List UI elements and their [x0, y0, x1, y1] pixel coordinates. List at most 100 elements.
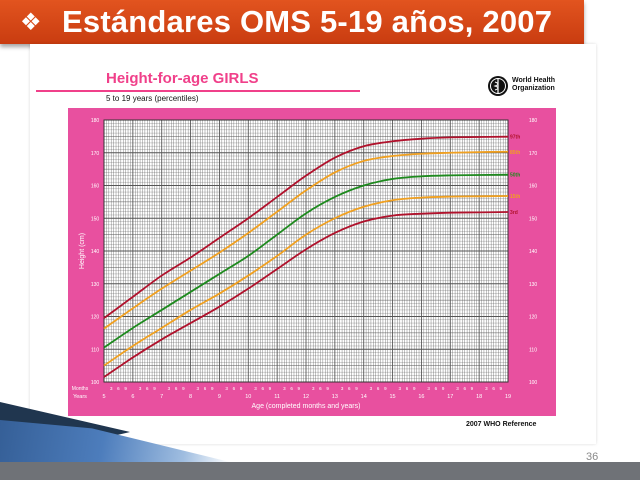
x-tick-label-month: 6 — [492, 386, 495, 391]
y-tick-label-right: 180 — [529, 118, 538, 124]
x-tick-label-month: 3 — [312, 386, 315, 391]
slide-title-bar: ❖ Estándares OMS 5-19 años, 2007 — [0, 0, 584, 44]
x-tick-label-month: 6 — [290, 386, 293, 391]
months-row-label: Months — [72, 386, 89, 392]
x-tick-label-month: 6 — [348, 386, 351, 391]
title-underline — [36, 90, 360, 92]
x-tick-label-month: 9 — [355, 386, 358, 391]
x-tick-label-month: 9 — [298, 386, 301, 391]
y-tick-label-right: 120 — [529, 315, 538, 321]
series-line-15th — [103, 195, 509, 367]
y-tick-label-right: 160 — [529, 184, 538, 190]
y-tick-label-right: 170 — [529, 151, 538, 157]
chart-subtitle: 5 to 19 years (percentiles) — [106, 94, 199, 103]
y-tick-label-right: 100 — [529, 380, 538, 386]
who-organization-name: World Health Organization — [512, 77, 556, 92]
y-tick-label-left: 100 — [91, 380, 100, 386]
chart-reference: 2007 WHO Reference — [466, 421, 537, 428]
y-tick-label-left: 110 — [91, 347, 99, 353]
x-tick-label-month: 9 — [442, 386, 445, 391]
x-tick-label-month: 9 — [240, 386, 243, 391]
y-tick-label-left: 160 — [91, 184, 100, 190]
x-tick-label-year: 12 — [303, 394, 309, 400]
series-line-50th — [103, 173, 509, 349]
x-tick-label-month: 6 — [146, 386, 149, 391]
x-tick-label-month: 6 — [377, 386, 380, 391]
x-tick-label-month: 9 — [269, 386, 272, 391]
y-tick-label-right: 110 — [529, 347, 537, 353]
x-tick-label-month: 9 — [384, 386, 387, 391]
y-tick-label-left: 180 — [91, 118, 100, 124]
page-number: 36 — [586, 451, 599, 463]
chart-title: Height-for-age GIRLS — [106, 70, 259, 87]
y-tick-label-left: 130 — [91, 282, 100, 288]
x-tick-label-month: 6 — [233, 386, 236, 391]
x-tick-label-month: 6 — [261, 386, 264, 391]
y-tick-label-left: 170 — [91, 151, 100, 157]
x-tick-label-year: 7 — [160, 394, 163, 400]
series-label-3rd: 3rd — [510, 210, 518, 216]
x-tick-label-month: 3 — [139, 386, 142, 391]
x-tick-label-year: 14 — [361, 394, 367, 400]
series-line-97th — [103, 135, 509, 319]
series-label-97th: 97th — [510, 135, 520, 141]
y-tick-label-right: 130 — [529, 282, 538, 288]
x-tick-label-month: 6 — [463, 386, 466, 391]
x-tick-label-month: 3 — [370, 386, 373, 391]
x-tick-label-month: 9 — [326, 386, 329, 391]
series-line-3rd — [103, 211, 509, 378]
x-tick-label-month: 3 — [254, 386, 257, 391]
y-tick-label-right: 150 — [529, 216, 538, 222]
x-tick-label-month: 3 — [485, 386, 488, 391]
who-logo-icon — [488, 76, 508, 96]
years-row-label: Years — [73, 394, 87, 400]
x-tick-label-month: 6 — [406, 386, 409, 391]
series-line-85th — [103, 150, 509, 330]
y-tick-label-left: 140 — [91, 249, 100, 255]
x-tick-label-month: 3 — [283, 386, 286, 391]
x-tick-label-year: 19 — [505, 394, 511, 400]
footer-bar — [0, 462, 640, 480]
x-axis-label: Age (completed months and years) — [252, 403, 361, 410]
series-label-50th: 50th — [510, 173, 520, 179]
diamond-bullet-icon: ❖ — [20, 8, 42, 36]
x-tick-label-year: 13 — [332, 394, 338, 400]
x-tick-label-year: 6 — [131, 394, 134, 400]
x-tick-label-month: 6 — [204, 386, 207, 391]
x-tick-label-month: 9 — [413, 386, 416, 391]
x-tick-label-month: 6 — [435, 386, 438, 391]
x-tick-label-month: 6 — [319, 386, 322, 391]
x-tick-label-year: 18 — [476, 394, 482, 400]
plot-border — [103, 119, 509, 383]
x-tick-label-year: 5 — [102, 394, 105, 400]
x-tick-label-month: 9 — [471, 386, 474, 391]
x-tick-label-month: 9 — [124, 386, 127, 391]
series-label-85th: 85th — [510, 150, 520, 156]
x-tick-label-month: 9 — [182, 386, 185, 391]
x-tick-label-year: 15 — [390, 394, 396, 400]
x-tick-label-month: 9 — [153, 386, 156, 391]
y-tick-label-left: 120 — [91, 315, 100, 321]
x-tick-label-month: 9 — [211, 386, 214, 391]
x-tick-label-year: 9 — [218, 394, 221, 400]
x-tick-label-month: 3 — [399, 386, 402, 391]
x-tick-label-year: 16 — [418, 394, 424, 400]
y-axis-label: Height (cm) — [79, 233, 86, 269]
x-tick-label-month: 3 — [427, 386, 430, 391]
x-tick-label-month: 3 — [110, 386, 113, 391]
x-tick-label-year: 8 — [189, 394, 192, 400]
y-tick-label-left: 150 — [91, 216, 100, 222]
x-tick-label-month: 6 — [117, 386, 120, 391]
y-tick-label-right: 140 — [529, 249, 538, 255]
x-tick-label-month: 9 — [500, 386, 503, 391]
x-tick-label-year: 11 — [274, 394, 280, 400]
x-tick-label-month: 3 — [197, 386, 200, 391]
x-tick-label-month: 3 — [168, 386, 171, 391]
x-tick-label-month: 6 — [175, 386, 178, 391]
x-tick-label-year: 17 — [447, 394, 453, 400]
slide-title: Estándares OMS 5-19 años, 2007 — [62, 4, 553, 39]
x-tick-label-month: 3 — [456, 386, 459, 391]
series-label-15th: 15th — [510, 194, 520, 200]
x-tick-label-month: 3 — [341, 386, 344, 391]
